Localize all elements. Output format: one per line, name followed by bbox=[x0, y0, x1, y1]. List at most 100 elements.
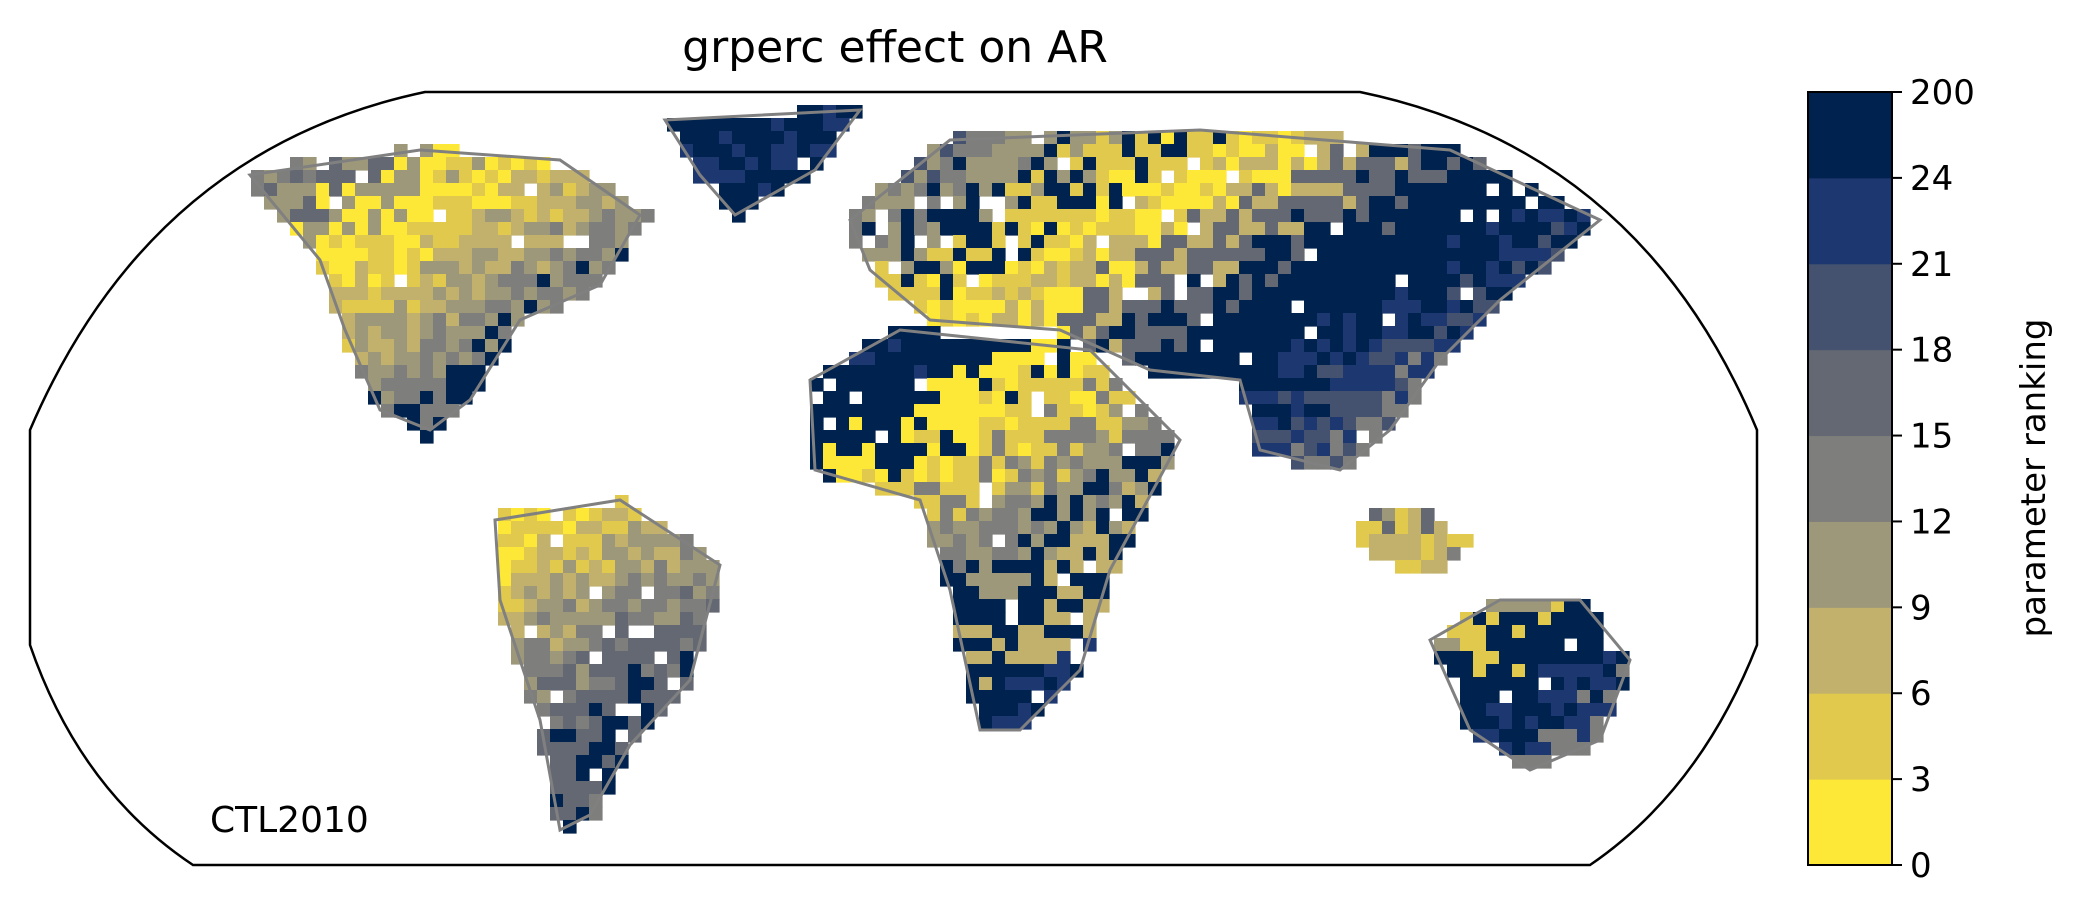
land-cell bbox=[407, 287, 421, 301]
land-cell bbox=[1356, 352, 1370, 366]
land-cell bbox=[550, 677, 564, 691]
land-cell bbox=[927, 378, 941, 392]
land-cell bbox=[1434, 313, 1448, 327]
land-cell bbox=[1070, 430, 1084, 444]
land-cell bbox=[654, 534, 668, 548]
land-cell bbox=[1460, 261, 1474, 275]
land-cell bbox=[550, 664, 564, 678]
land-cell bbox=[1408, 339, 1422, 353]
land-cell bbox=[342, 196, 356, 210]
land-cell bbox=[459, 287, 473, 301]
land-cell bbox=[524, 521, 538, 535]
land-cell bbox=[1174, 183, 1188, 197]
land-cell bbox=[290, 170, 304, 184]
land-cell bbox=[1395, 261, 1409, 275]
land-cell bbox=[1070, 131, 1084, 145]
land-cell bbox=[1213, 339, 1227, 353]
land-cell bbox=[927, 482, 941, 496]
land-cell bbox=[1213, 313, 1227, 327]
land-cell bbox=[888, 352, 902, 366]
land-cell bbox=[1044, 495, 1058, 509]
land-cell bbox=[1135, 300, 1149, 314]
land-cell bbox=[498, 209, 512, 223]
land-cell bbox=[615, 625, 629, 639]
land-cell bbox=[979, 183, 993, 197]
land-cell bbox=[953, 144, 967, 158]
land-cell bbox=[1499, 703, 1513, 717]
land-cell bbox=[1096, 261, 1110, 275]
land-cell bbox=[537, 547, 551, 561]
land-cell bbox=[1044, 430, 1058, 444]
land-cell bbox=[667, 625, 681, 639]
land-cell bbox=[1421, 521, 1435, 535]
land-cell bbox=[1395, 170, 1409, 184]
land-cell bbox=[1018, 612, 1032, 626]
land-cell bbox=[1278, 235, 1292, 249]
land-cell bbox=[615, 521, 629, 535]
land-cell bbox=[1343, 248, 1357, 262]
land-cell bbox=[1447, 222, 1461, 236]
land-cell bbox=[1226, 274, 1240, 288]
land-cell bbox=[1356, 417, 1370, 431]
land-cell bbox=[901, 209, 915, 223]
land-cell bbox=[1395, 183, 1409, 197]
land-cell bbox=[1330, 365, 1344, 379]
land-cell bbox=[992, 378, 1006, 392]
land-cell bbox=[1330, 326, 1344, 340]
land-cell bbox=[1447, 300, 1461, 314]
land-cell bbox=[1031, 378, 1045, 392]
land-cell bbox=[966, 430, 980, 444]
land-cell bbox=[1044, 651, 1058, 665]
land-cell bbox=[680, 560, 694, 574]
land-cell bbox=[511, 274, 525, 288]
land-cell bbox=[667, 664, 681, 678]
land-cell bbox=[1148, 352, 1162, 366]
land-cell bbox=[1044, 196, 1058, 210]
land-cell bbox=[953, 547, 967, 561]
land-cell bbox=[953, 274, 967, 288]
land-cell bbox=[992, 170, 1006, 184]
land-cell bbox=[1408, 248, 1422, 262]
land-cell bbox=[1317, 144, 1331, 158]
land-cell bbox=[1018, 365, 1032, 379]
land-cell bbox=[381, 378, 395, 392]
land-cell bbox=[420, 300, 434, 314]
land-cell bbox=[303, 183, 317, 197]
land-cell bbox=[1486, 222, 1500, 236]
land-cell bbox=[1135, 144, 1149, 158]
land-cell bbox=[1031, 287, 1045, 301]
land-cell bbox=[1460, 274, 1474, 288]
land-cell bbox=[979, 404, 993, 418]
land-cell bbox=[485, 196, 499, 210]
land-cell bbox=[1109, 495, 1123, 509]
land-cell bbox=[1486, 677, 1500, 691]
land-cell bbox=[706, 144, 720, 158]
land-cell bbox=[1057, 404, 1071, 418]
land-cell bbox=[1460, 222, 1474, 236]
land-cell bbox=[589, 638, 603, 652]
land-cell bbox=[914, 248, 928, 262]
land-cell bbox=[1200, 183, 1214, 197]
land-cell bbox=[680, 131, 694, 145]
land-cell bbox=[1499, 222, 1513, 236]
land-cell bbox=[1200, 352, 1214, 366]
land-cell bbox=[953, 313, 967, 327]
land-cell bbox=[602, 222, 616, 236]
land-cell bbox=[1135, 183, 1149, 197]
land-cell bbox=[979, 261, 993, 275]
land-cell bbox=[1473, 703, 1487, 717]
land-cell bbox=[1343, 443, 1357, 457]
land-cell bbox=[771, 157, 785, 171]
land-cell bbox=[1018, 547, 1032, 561]
land-cell bbox=[355, 222, 369, 236]
land-cell bbox=[355, 274, 369, 288]
land-cell bbox=[940, 248, 954, 262]
land-cell bbox=[342, 222, 356, 236]
land-cell bbox=[420, 196, 434, 210]
land-cell bbox=[381, 209, 395, 223]
land-cell bbox=[1460, 625, 1474, 639]
land-cell bbox=[1278, 326, 1292, 340]
land-cell bbox=[1122, 300, 1136, 314]
land-cell bbox=[355, 183, 369, 197]
land-cell bbox=[1070, 391, 1084, 405]
